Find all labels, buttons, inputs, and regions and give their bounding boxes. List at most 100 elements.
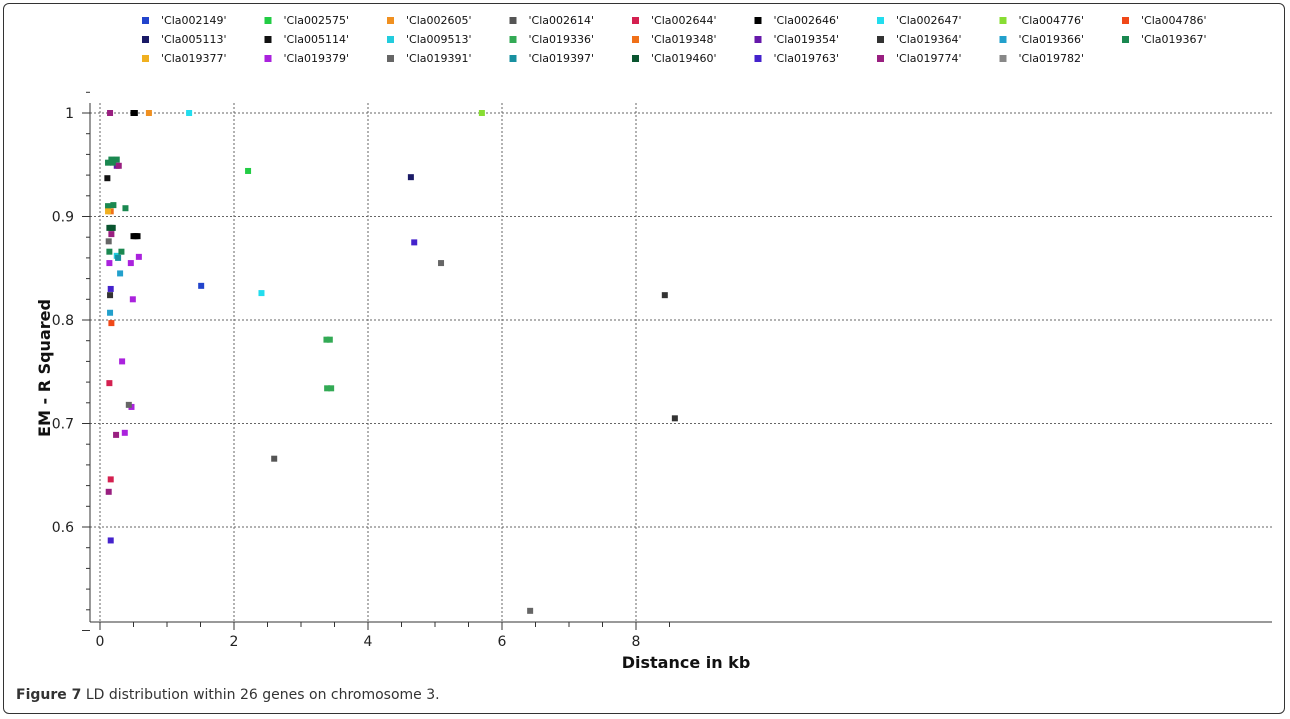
data-point (105, 238, 112, 245)
legend-entry: 'Cla019460' (651, 52, 717, 65)
legend-entry: 'Cla019366' (1019, 33, 1085, 46)
legend-entry: 'Cla005114' (284, 33, 350, 46)
y-tick-label: 0.6 (52, 520, 74, 536)
data-point (107, 292, 114, 299)
data-point (198, 282, 205, 289)
legend-entry: 'Cla009513' (406, 33, 472, 46)
data-point (135, 253, 142, 260)
legend-entry: 'Cla002614' (529, 14, 595, 27)
x-tick-label: 4 (364, 634, 373, 650)
legend-swatch (387, 17, 394, 24)
legend-entry: 'Cla019782' (1019, 52, 1085, 65)
legend-entry: 'Cla019367' (1141, 33, 1207, 46)
legend-swatch (142, 17, 149, 24)
legend-swatch (264, 17, 272, 24)
legend-swatch (632, 17, 639, 24)
figure-caption: Figure 7 LD distribution within 26 genes… (16, 687, 440, 703)
data-point (108, 231, 115, 238)
y-tick-label: 0.7 (52, 417, 74, 433)
legend-entry: 'Cla019397' (529, 52, 595, 65)
data-point (258, 290, 265, 297)
data-point (326, 336, 333, 343)
y-tick-label: 1 (65, 106, 74, 122)
data-point (407, 174, 414, 181)
data-point (661, 292, 668, 299)
data-points (104, 110, 678, 614)
data-point (134, 233, 141, 240)
data-point (186, 110, 193, 116)
legend-entry: 'Cla004776' (1019, 14, 1085, 27)
data-point (117, 270, 124, 277)
figure-frame (3, 3, 1285, 714)
data-point (438, 260, 445, 267)
legend-swatch (387, 55, 394, 62)
caption-label: Figure 7 (16, 687, 82, 703)
y-tick-label: 0.9 (52, 210, 74, 226)
legend-swatch (754, 36, 762, 43)
x-tick-label: 2 (230, 634, 239, 650)
legend-swatch (877, 55, 884, 62)
data-point (129, 296, 136, 303)
data-point (411, 239, 418, 246)
data-point (108, 156, 115, 163)
data-point (104, 175, 111, 182)
legend-entry: 'Cla019336' (529, 33, 595, 46)
y-axis-title: EM - R Squared (35, 299, 54, 437)
data-point (145, 110, 152, 116)
data-point (105, 159, 112, 166)
y-tick-label: 0.8 (52, 313, 74, 329)
data-point (110, 202, 117, 209)
data-point (105, 203, 112, 210)
legend-entry: 'Cla002605' (406, 14, 472, 27)
legend-entry: 'Cla019391' (406, 52, 472, 65)
data-point (115, 162, 122, 169)
data-point (131, 110, 138, 116)
data-point (105, 208, 112, 215)
legend-swatch (142, 55, 149, 62)
legend-swatch (264, 36, 272, 43)
legend-swatch (509, 17, 517, 24)
data-point (107, 110, 114, 116)
data-point (115, 254, 122, 261)
data-point (106, 380, 113, 387)
data-point (271, 455, 278, 462)
legend-swatch (999, 55, 1007, 62)
grid (90, 103, 1272, 622)
legend-entry: 'Cla019379' (284, 52, 350, 65)
data-point (328, 385, 335, 392)
tick-labels: 0 2 4 6 8 0.6 0.7 0.8 0.9 1 (52, 106, 641, 650)
x-axis-title: Distance in kb (622, 653, 751, 672)
legend-entry: 'Cla019774' (896, 52, 962, 65)
legend-entry: 'Cla002149' (161, 14, 227, 27)
data-point (107, 476, 114, 483)
legend-entry: 'Cla019354' (774, 33, 840, 46)
legend-entry: 'Cla005113' (161, 33, 227, 46)
data-point (478, 110, 485, 116)
data-point (107, 285, 114, 292)
data-point (113, 156, 120, 163)
data-point (118, 248, 125, 255)
data-point (106, 260, 113, 267)
data-point (527, 607, 534, 614)
data-point (127, 260, 134, 267)
legend-swatch (754, 55, 762, 62)
legend-entry: 'Cla019348' (651, 33, 717, 46)
legend-entry: 'Cla002647' (896, 14, 962, 27)
legend-swatch (877, 36, 884, 43)
data-point (107, 309, 114, 316)
data-point (324, 385, 331, 392)
x-tick-label: 8 (632, 634, 641, 650)
legend-swatch (142, 36, 149, 43)
data-point (110, 159, 117, 166)
legend-entry: 'Cla002646' (774, 14, 840, 27)
legend-swatch (999, 36, 1007, 43)
data-point (671, 415, 678, 422)
data-point (323, 336, 330, 343)
data-point (105, 488, 112, 495)
legend-entry: 'Cla004786' (1141, 14, 1207, 27)
legend: 'Cla002149' 'Cla002575' 'Cla002605' 'Cla002… (142, 14, 1207, 65)
data-point (106, 248, 113, 255)
data-point (109, 224, 116, 231)
legend-swatch (387, 36, 394, 43)
